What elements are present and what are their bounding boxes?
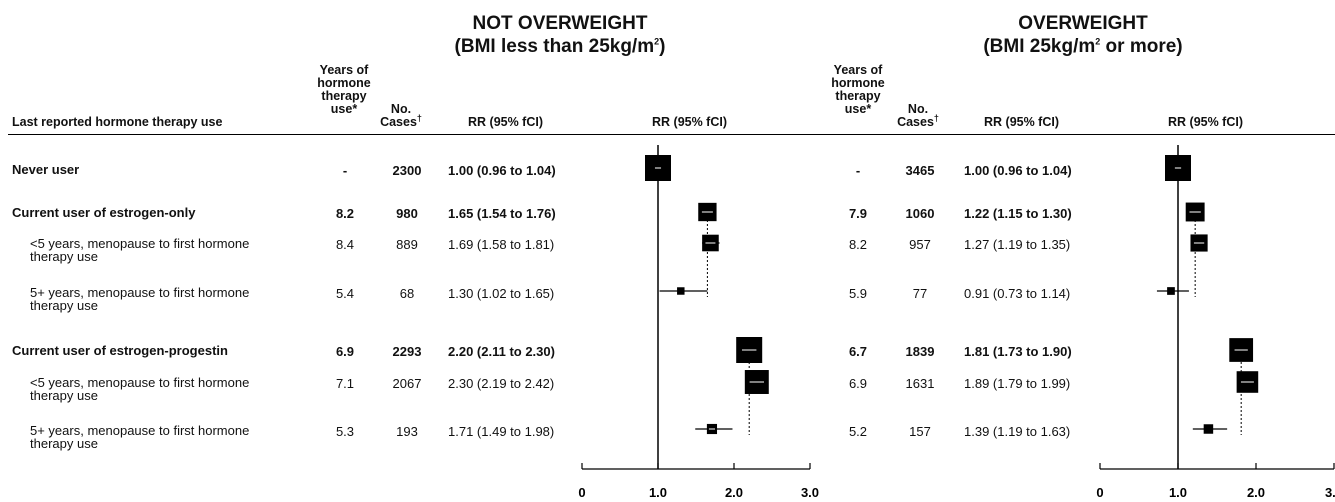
left-years-header: Years of hormone therapy use* xyxy=(317,63,371,116)
right-rr-marker xyxy=(1203,424,1214,434)
right-rr-text-header: RR (95% fCI) xyxy=(984,115,1060,129)
left-cases-header: No. Cases† xyxy=(380,102,422,129)
left-years-cell: 6.9 xyxy=(335,344,355,359)
left-years-cell: 8.4 xyxy=(335,237,355,252)
right-cases-cell: 1060 xyxy=(905,206,935,221)
row-label-estrogen-only-lt5: <5 years, menopause to first hormone ther… xyxy=(30,236,250,264)
left-cases-cell: 193 xyxy=(396,424,418,439)
header-rule xyxy=(8,134,1335,135)
left-years-cell: 5.3 xyxy=(335,424,355,439)
right-years-cell: 5.9 xyxy=(848,286,868,301)
right-years-cell: 6.9 xyxy=(848,376,868,391)
right-rr-cell: 0.91 (0.73 to 1.14) xyxy=(964,286,1071,301)
left-cases-cell: 980 xyxy=(396,206,418,221)
left-panel-title: NOT OVERWEIGHT (BMI less than 25kg/m2) xyxy=(365,12,755,58)
left-cases-cell: 2300 xyxy=(392,163,422,178)
row-label-estrogen-progestin: Current user of estrogen-progestin xyxy=(12,343,228,358)
left-rr-cell: 2.30 (2.19 to 2.42) xyxy=(448,376,555,391)
right-panel-title: OVERWEIGHT (BMI 25kg/m2 or more) xyxy=(903,12,1263,58)
left-panel-title-line2: (BMI less than 25kg/m2) xyxy=(454,36,666,57)
right-years-cell: 8.2 xyxy=(848,237,868,252)
left-years-cell: 7.1 xyxy=(335,376,355,391)
right-years-cell: - xyxy=(855,163,861,178)
right-cases-cell: 77 xyxy=(912,286,928,301)
left-years-cell: 5.4 xyxy=(335,286,355,301)
right-x-tick-label: 3.0 xyxy=(1325,485,1335,500)
right-years-cell: 5.2 xyxy=(848,424,868,439)
row-label-never-user: Never user xyxy=(12,162,80,177)
left-years-cell: - xyxy=(342,163,348,178)
right-years-header: Years of hormone therapy use* xyxy=(831,63,885,116)
right-rr-cell: 1.27 (1.19 to 1.35) xyxy=(964,237,1071,252)
right-x-tick-label: 0 xyxy=(1096,485,1103,500)
row-label-estrogen-progestin-lt5: <5 years, menopause to first hormone ther… xyxy=(30,375,250,403)
right-rr-cell: 1.89 (1.79 to 1.99) xyxy=(964,376,1071,391)
right-panel-title-line1: OVERWEIGHT xyxy=(1018,13,1148,34)
left-rr-plot-header: RR (95% fCI) xyxy=(652,115,728,129)
left-rr-cell: 1.00 (0.96 to 1.04) xyxy=(448,163,556,178)
right-rr-cell: 1.81 (1.73 to 1.90) xyxy=(964,344,1072,359)
left-x-tick-label: 0 xyxy=(578,485,585,500)
right-years-cell: 6.7 xyxy=(848,344,868,359)
right-rr-cell: 1.00 (0.96 to 1.04) xyxy=(964,163,1072,178)
left-x-tick-label: 3.0 xyxy=(801,485,819,500)
left-cases-cell: 68 xyxy=(399,286,415,301)
left-rr-cell: 1.69 (1.58 to 1.81) xyxy=(448,237,555,252)
row-label-estrogen-only-5plus: 5+ years, menopause to first hormone ther… xyxy=(30,285,250,313)
right-panel-title-line2: (BMI 25kg/m2 or more) xyxy=(983,36,1183,57)
left-x-tick-label: 2.0 xyxy=(725,485,743,500)
right-cases-cell: 157 xyxy=(909,424,931,439)
left-years-cell: 8.2 xyxy=(335,206,355,221)
left-cases-cell: 889 xyxy=(396,237,418,252)
left-rr-cell: 1.30 (1.02 to 1.65) xyxy=(448,286,555,301)
right-cases-cell: 1839 xyxy=(905,344,935,359)
right-years-cell: 7.9 xyxy=(848,206,868,221)
left-x-tick-label: 1.0 xyxy=(649,485,667,500)
right-rr-cell: 1.39 (1.19 to 1.63) xyxy=(964,424,1071,439)
right-rr-cell: 1.22 (1.15 to 1.30) xyxy=(964,206,1072,221)
right-cases-cell: 3465 xyxy=(905,163,935,178)
right-x-tick-label: 1.0 xyxy=(1169,485,1187,500)
right-x-tick-label: 2.0 xyxy=(1247,485,1265,500)
left-rr-cell: 2.20 (2.11 to 2.30) xyxy=(448,344,555,359)
right-cases-cell: 957 xyxy=(909,237,931,252)
row-label-header: Last reported hormone therapy use xyxy=(12,115,223,129)
left-rr-cell: 1.71 (1.49 to 1.98) xyxy=(448,424,555,439)
right-cases-header: No. Cases† xyxy=(897,102,939,129)
right-rr-marker xyxy=(1167,287,1175,295)
row-label-estrogen-only: Current user of estrogen-only xyxy=(12,205,196,220)
left-cases-cell: 2293 xyxy=(392,344,422,359)
right-rr-plot-header: RR (95% fCI) xyxy=(1168,115,1244,129)
left-cases-cell: 2067 xyxy=(392,376,422,391)
left-panel-title-line1: NOT OVERWEIGHT xyxy=(472,13,648,34)
left-rr-marker xyxy=(677,287,685,295)
left-rr-text-header: RR (95% fCI) xyxy=(468,115,544,129)
row-label-estrogen-progestin-5plus: 5+ years, menopause to first hormone ther… xyxy=(30,423,250,451)
right-cases-cell: 1631 xyxy=(905,376,935,391)
left-rr-cell: 1.65 (1.54 to 1.76) xyxy=(448,206,556,221)
